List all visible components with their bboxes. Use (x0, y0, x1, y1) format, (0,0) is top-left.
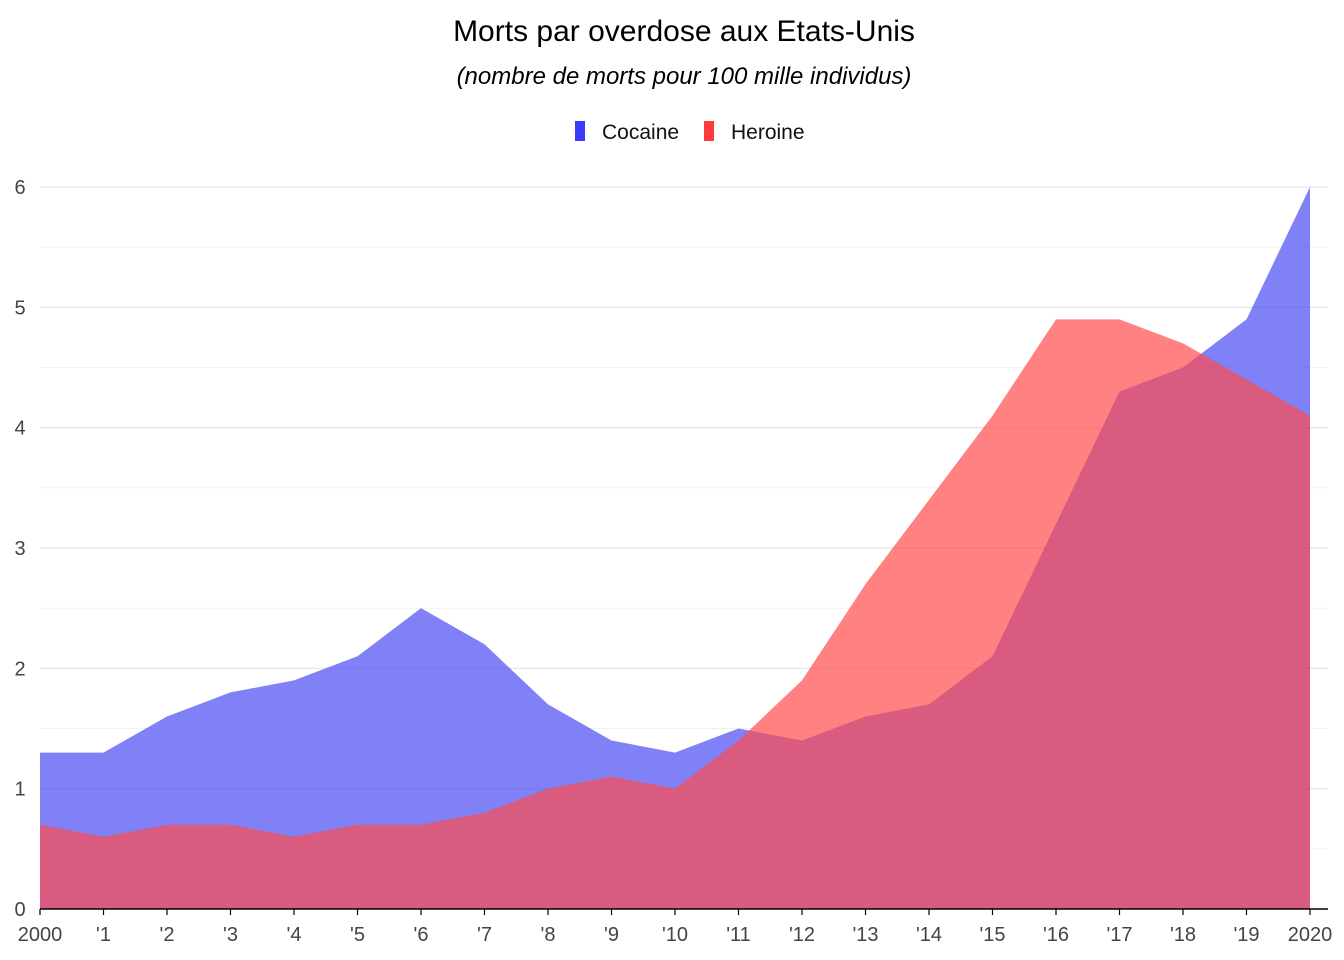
y-tick-label: 0 (14, 899, 25, 921)
y-tick-label: 1 (14, 779, 25, 801)
y-tick-label: 3 (14, 538, 25, 560)
x-tick-label: '6 (414, 924, 429, 946)
x-tick-label: '16 (1043, 924, 1069, 946)
chart-areas (40, 187, 1310, 909)
x-tick-label: '18 (1170, 924, 1196, 946)
x-tick-label: '3 (223, 924, 238, 946)
x-tick-label: '12 (789, 924, 815, 946)
x-tick-label: '13 (852, 924, 878, 946)
x-tick-label: '17 (1106, 924, 1132, 946)
legend-swatch-heroine (704, 121, 714, 141)
x-tick-label: '7 (477, 924, 492, 946)
y-tick-label: 6 (14, 177, 25, 199)
axes: 2000 '1 '2 '3 '4 '5 '6 '7 '8 '9 '10 '11 '12 '13 '14 '15… (14, 177, 1332, 946)
x-tick-label: '15 (979, 924, 1005, 946)
x-tick-label: '8 (541, 924, 556, 946)
y-tick-label: 4 (14, 418, 25, 440)
y-tick-label: 5 (14, 297, 25, 319)
x-tick-label: 2020 (1288, 924, 1333, 946)
x-tick-label: '10 (662, 924, 688, 946)
x-tick-label: '11 (726, 924, 751, 946)
x-tick-label: 2000 (18, 924, 63, 946)
y-tick-label: 2 (14, 658, 25, 680)
legend-label-cocaine: Cocaine (602, 121, 679, 144)
x-tick-label: '19 (1233, 924, 1259, 946)
chart-title: Morts par overdose aux Etats-Unis (453, 15, 915, 48)
x-tick-label: '1 (96, 924, 111, 946)
legend: Cocaine Heroine (575, 121, 805, 144)
x-tick-label: '2 (160, 924, 175, 946)
x-tick-label: '4 (287, 924, 302, 946)
x-tick-label: '14 (916, 924, 942, 946)
x-tick-label: '5 (350, 924, 365, 946)
legend-label-heroine: Heroine (731, 121, 805, 144)
chart-subtitle: (nombre de morts pour 100 mille individu… (457, 63, 912, 90)
area-heroine (40, 319, 1310, 909)
legend-swatch-cocaine (575, 121, 585, 141)
x-tick-label: '9 (604, 924, 619, 946)
